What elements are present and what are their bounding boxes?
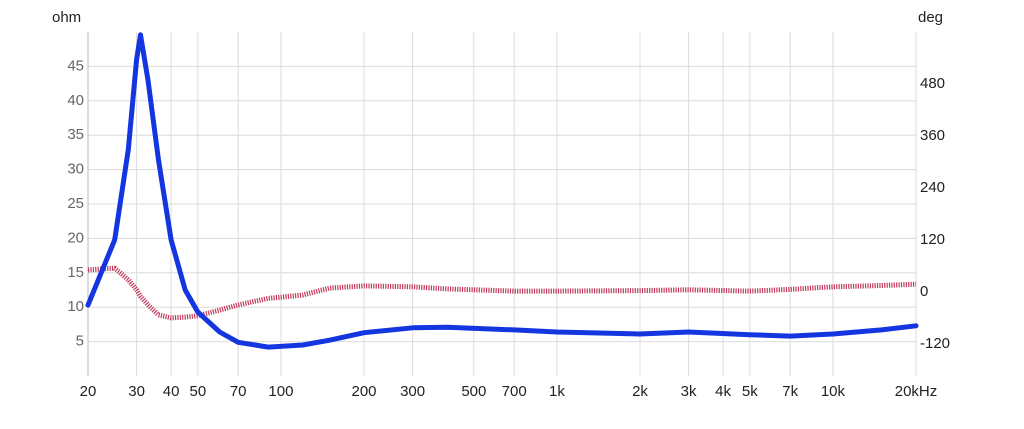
- x-tick-label: 70: [230, 383, 247, 400]
- y-axis-label: ohm: [52, 9, 81, 26]
- y-tick-label: 5: [76, 333, 84, 350]
- x-tick-label: 7k: [782, 383, 798, 400]
- y2-tick-label: -120: [920, 335, 950, 352]
- y-tick-label: 20: [67, 229, 84, 246]
- y-tick-label: 25: [67, 195, 84, 212]
- series-line: [85, 32, 919, 350]
- y-tick-label: 10: [67, 298, 84, 315]
- x-tick-label: 200: [351, 383, 376, 400]
- x-tick-label: 500: [461, 383, 486, 400]
- x-tick-label: 2k: [632, 383, 648, 400]
- x-tick-label: 700: [502, 383, 527, 400]
- x-tick-label: 10k: [821, 383, 846, 400]
- x-tick-label: 40: [163, 383, 180, 400]
- x-tick-label: 1k: [549, 383, 565, 400]
- x-tick-label: 5k: [742, 383, 758, 400]
- series-line: [87, 265, 917, 321]
- x-tick-label: 20kHz: [895, 383, 938, 400]
- y-tick-label: 15: [67, 264, 84, 281]
- x-tick-label: 30: [128, 383, 145, 400]
- x-tick-label: 100: [268, 383, 293, 400]
- x-tick-label: 50: [189, 383, 206, 400]
- y-tick-label: 30: [67, 161, 84, 178]
- y-tick-label: 35: [67, 126, 84, 143]
- y-tick-label: 45: [67, 57, 84, 74]
- x-tick-label: 20: [80, 383, 97, 400]
- x-tick-label: 4k: [715, 383, 731, 400]
- y2-tick-label: 480: [920, 75, 945, 92]
- x-tick-label: 300: [400, 383, 425, 400]
- x-tick-label: 3k: [681, 383, 697, 400]
- y2-tick-label: 360: [920, 127, 945, 144]
- y2-tick-label: 0: [920, 283, 928, 300]
- y2-tick-label: 120: [920, 231, 945, 248]
- y2-tick-label: 240: [920, 179, 945, 196]
- y-tick-label: 40: [67, 92, 84, 109]
- y2-axis-label: deg: [918, 9, 943, 26]
